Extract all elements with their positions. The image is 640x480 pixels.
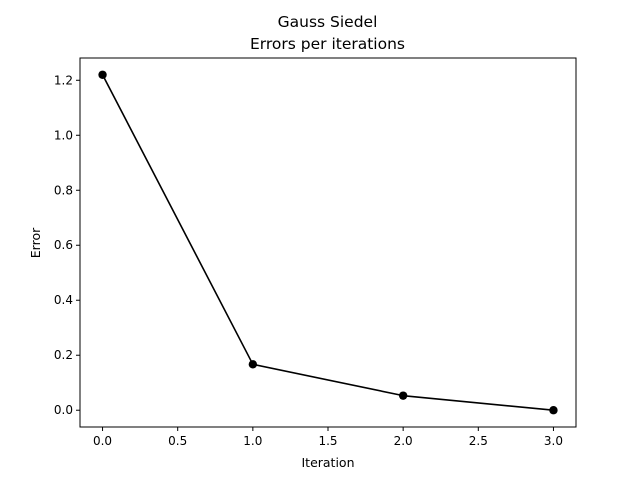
y-tick-label: 0.2 bbox=[54, 348, 73, 362]
y-tick-label: 0.4 bbox=[54, 293, 73, 307]
data-point-marker bbox=[98, 70, 107, 79]
chart-subtitle: Errors per iterations bbox=[250, 35, 405, 53]
y-tick-label: 0.6 bbox=[54, 238, 73, 252]
plot-area-frame bbox=[79, 57, 577, 428]
y-tick-label: 1.2 bbox=[54, 73, 73, 87]
data-point-marker bbox=[248, 360, 258, 369]
x-tick-label: 2.0 bbox=[394, 434, 413, 448]
x-axis-label: Iteration bbox=[301, 455, 354, 470]
y-tick-label: 1.0 bbox=[54, 128, 73, 142]
x-tick-label: 0.0 bbox=[93, 434, 112, 448]
y-tick-label: 0.8 bbox=[54, 183, 73, 197]
chart-title: Gauss Siedel bbox=[278, 13, 378, 31]
x-tick-label: 3.0 bbox=[544, 434, 563, 448]
data-point-marker bbox=[549, 406, 558, 415]
y-axis-label: Error bbox=[28, 227, 43, 258]
x-tick-label: 2.5 bbox=[469, 434, 488, 448]
x-tick-label: 1.5 bbox=[318, 434, 337, 448]
x-axis: 0.0 0.5 1.0 1.5 2.0 2.5 3.0 bbox=[93, 427, 563, 448]
y-axis: 0.0 0.2 0.4 0.6 0.8 1.0 1.2 bbox=[54, 73, 80, 417]
x-tick-label: 0.5 bbox=[168, 434, 187, 448]
x-tick-label: 1.0 bbox=[243, 434, 262, 448]
error-series-line bbox=[101, 74, 554, 412]
series-layer bbox=[98, 70, 558, 415]
data-point-marker bbox=[398, 391, 408, 400]
y-tick-label: 0.0 bbox=[54, 403, 73, 417]
